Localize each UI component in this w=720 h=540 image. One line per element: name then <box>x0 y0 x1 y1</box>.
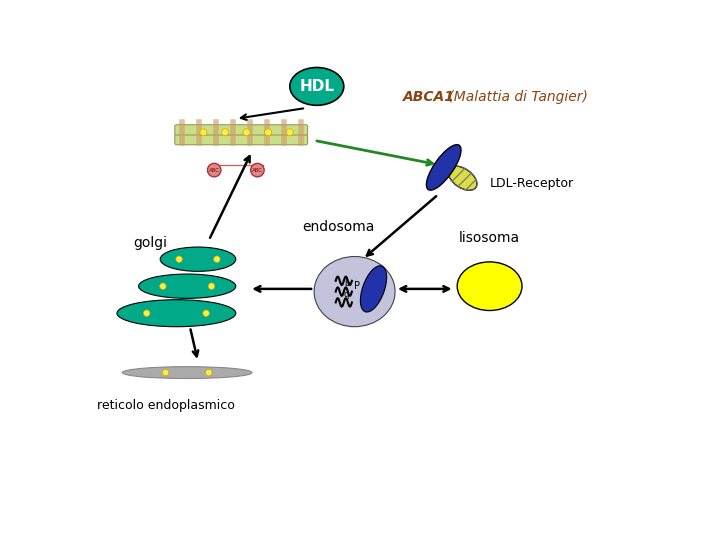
Ellipse shape <box>289 68 344 105</box>
Ellipse shape <box>314 256 395 327</box>
Ellipse shape <box>265 129 271 136</box>
Text: endosoma: endosoma <box>302 220 374 234</box>
Text: b
q: b q <box>344 279 349 299</box>
Ellipse shape <box>138 274 236 298</box>
Text: ABC: ABC <box>252 167 263 173</box>
Ellipse shape <box>243 129 250 136</box>
Text: HDL: HDL <box>300 79 334 94</box>
Ellipse shape <box>122 367 252 379</box>
Ellipse shape <box>200 129 207 136</box>
Ellipse shape <box>208 283 215 289</box>
FancyBboxPatch shape <box>175 134 307 145</box>
Ellipse shape <box>206 369 212 376</box>
Text: P: P <box>354 281 360 291</box>
Ellipse shape <box>287 129 293 136</box>
Ellipse shape <box>449 166 477 190</box>
Ellipse shape <box>162 369 168 376</box>
Ellipse shape <box>426 145 461 190</box>
Text: lisosoma: lisosoma <box>459 231 520 245</box>
Text: ABC: ABC <box>209 167 220 173</box>
Ellipse shape <box>143 310 150 316</box>
Text: LDL-Receptor: LDL-Receptor <box>490 177 574 190</box>
Ellipse shape <box>207 163 221 177</box>
FancyBboxPatch shape <box>175 125 307 135</box>
Ellipse shape <box>457 262 522 310</box>
Ellipse shape <box>203 310 210 316</box>
Text: golgi: golgi <box>133 236 167 250</box>
Ellipse shape <box>214 256 220 262</box>
Ellipse shape <box>361 266 387 312</box>
Ellipse shape <box>222 129 228 136</box>
Ellipse shape <box>160 283 166 289</box>
Ellipse shape <box>117 300 236 327</box>
Ellipse shape <box>176 256 182 262</box>
Text: (Malattia di Tangier): (Malattia di Tangier) <box>444 90 588 104</box>
Ellipse shape <box>251 163 264 177</box>
Ellipse shape <box>160 247 236 271</box>
Text: ABCA1: ABCA1 <box>403 90 455 104</box>
Text: reticolo endoplasmico: reticolo endoplasmico <box>96 399 235 411</box>
